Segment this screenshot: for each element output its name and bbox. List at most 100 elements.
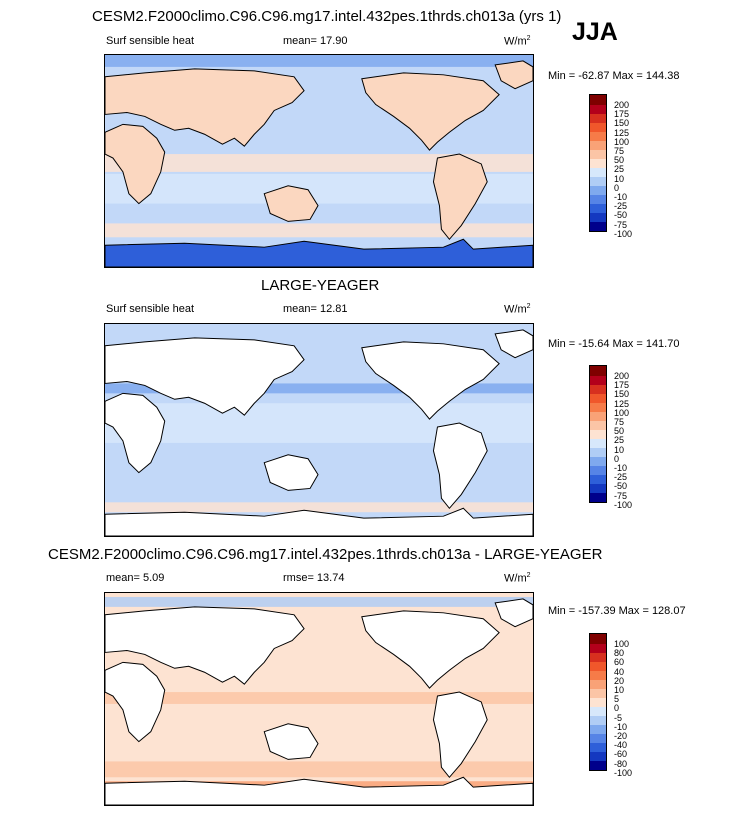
colorbar-tick-label: 125 xyxy=(614,127,630,138)
continent xyxy=(432,691,488,779)
colorbar-swatch xyxy=(590,394,606,403)
colorbar-swatch xyxy=(590,430,606,439)
continent xyxy=(432,153,488,241)
colorbar-swatch xyxy=(590,195,606,204)
colorbar-swatch xyxy=(590,412,606,421)
panel1-minmax: Min = -62.87 Max = 144.38 xyxy=(548,70,680,82)
continent xyxy=(361,610,500,689)
colorbar-tick-label: 100 xyxy=(614,639,630,649)
panel3-minmax: Min = -157.39 Max = 128.07 xyxy=(548,605,686,617)
colorbar-tick-label: 25 xyxy=(614,435,625,446)
colorbar-swatch xyxy=(590,493,606,502)
colorbar-tick-label: 125 xyxy=(614,398,630,409)
panel2-variable-label: Surf sensible heat xyxy=(106,303,195,315)
continent xyxy=(263,723,319,760)
colorbar-tick-label: 25 xyxy=(614,164,625,175)
continent xyxy=(105,392,166,474)
colorbar-tick-label: 75 xyxy=(614,417,625,427)
colorbar-tick-label: 0 xyxy=(614,182,620,193)
panel2-mean-label: mean= 12.81 xyxy=(283,303,348,315)
colorbar-tick-label: 200 xyxy=(614,371,630,381)
field-band xyxy=(105,55,533,67)
colorbar-swatch xyxy=(590,707,606,716)
colorbar-swatch xyxy=(590,634,606,644)
colorbar-swatch xyxy=(590,132,606,141)
colorbar-swatch xyxy=(590,743,606,752)
antarctica xyxy=(105,238,533,267)
colorbar-tick-label: -40 xyxy=(614,740,628,751)
colorbar-tick-label: -75 xyxy=(614,219,628,230)
colorbar-swatch xyxy=(590,698,606,707)
colorbar-swatch xyxy=(590,95,606,105)
colorbar-swatch xyxy=(590,376,606,385)
colorbar-swatch xyxy=(590,168,606,177)
colorbar-swatch xyxy=(590,213,606,222)
colorbar-tick-label: -100 xyxy=(614,228,633,239)
colorbar-tick-label: -50 xyxy=(614,210,628,221)
colorbar-tick-label: -20 xyxy=(614,731,628,741)
season-label: JJA xyxy=(572,18,618,46)
colorbar-swatch xyxy=(590,366,606,376)
panel2-title: LARGE-YEAGER xyxy=(261,277,380,294)
continent xyxy=(494,60,533,90)
panel1-mean-label: mean= 17.90 xyxy=(283,35,348,47)
continent xyxy=(361,72,500,151)
colorbar-swatch xyxy=(590,105,606,114)
continent xyxy=(263,454,319,491)
colorbar-swatch xyxy=(590,421,606,430)
colorbar-swatch xyxy=(590,141,606,150)
colorbar-swatch xyxy=(590,403,606,412)
colorbar-swatch xyxy=(590,439,606,448)
colorbar-swatch xyxy=(590,204,606,213)
colorbar-tick-label: 10 xyxy=(614,173,625,184)
continent xyxy=(105,337,305,416)
colorbar-swatch xyxy=(590,150,606,159)
continent xyxy=(105,68,305,147)
colorbar-tick-label: 10 xyxy=(614,685,625,695)
field-band xyxy=(105,154,533,172)
colorbar-tick-label: -10 xyxy=(614,721,628,732)
colorbar-swatch xyxy=(590,177,606,186)
field-band xyxy=(105,502,533,513)
panel3-units: W/m2 xyxy=(504,572,531,585)
panel1-variable-label: Surf sensible heat xyxy=(106,35,195,47)
colorbar-swatch xyxy=(590,761,606,770)
colorbar-tick-label: 100 xyxy=(614,136,630,147)
colorbar-swatch xyxy=(590,716,606,725)
colorbar-swatch xyxy=(590,644,606,653)
field-band xyxy=(105,596,533,607)
colorbar-swatch xyxy=(590,662,606,671)
field-band xyxy=(105,383,533,394)
colorbar-tick-label: 80 xyxy=(614,648,625,659)
panel1-units: W/m2 xyxy=(504,35,531,48)
colorbar-tick-label: 175 xyxy=(614,109,630,120)
field-band xyxy=(105,761,533,778)
colorbar-tick-label: -25 xyxy=(614,472,628,483)
colorbar-tick-label: 75 xyxy=(614,146,625,156)
continent xyxy=(494,598,533,628)
colorbar-tick-label: -50 xyxy=(614,481,628,492)
continent xyxy=(105,123,166,205)
colorbar-tick-label: -10 xyxy=(614,463,628,473)
colorbar-tick-label: 50 xyxy=(614,155,625,166)
panel3-map xyxy=(104,592,534,806)
colorbar-swatch xyxy=(590,123,606,132)
panel1-map xyxy=(104,54,534,268)
colorbar-tick-label: -80 xyxy=(614,758,628,769)
colorbar-tick-label: 100 xyxy=(614,407,630,418)
antarctica xyxy=(105,776,533,805)
continent xyxy=(263,185,319,222)
colorbar-tick-label: -100 xyxy=(614,767,633,778)
panel2-minmax: Min = -15.64 Max = 141.70 xyxy=(548,338,680,350)
colorbar-swatch xyxy=(590,222,606,231)
colorbar-tick-label: 40 xyxy=(614,666,625,677)
colorbar-tick-label: 60 xyxy=(614,657,625,668)
colorbar-swatch xyxy=(590,734,606,743)
antarctica xyxy=(105,507,533,536)
colorbar-tick-label: 175 xyxy=(614,380,630,391)
colorbar-swatch xyxy=(590,653,606,662)
colorbar-tick-label: -100 xyxy=(614,499,633,510)
colorbar-tick-label: 200 xyxy=(614,100,630,110)
continent xyxy=(105,661,166,743)
panel2-colorbar xyxy=(589,365,607,503)
